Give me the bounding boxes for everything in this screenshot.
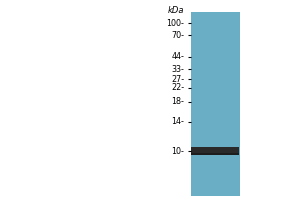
- Text: kDa: kDa: [168, 6, 184, 15]
- Text: 33-: 33-: [172, 64, 184, 73]
- Bar: [191, 147, 239, 155]
- Text: 14-: 14-: [172, 117, 184, 127]
- Text: 70-: 70-: [172, 30, 184, 40]
- Text: 18-: 18-: [172, 98, 184, 106]
- Bar: [191, 153, 239, 155]
- Bar: [190, 12, 240, 196]
- Text: 22-: 22-: [171, 83, 184, 92]
- Text: 100-: 100-: [167, 19, 184, 27]
- Text: 44-: 44-: [172, 52, 184, 61]
- Text: 27-: 27-: [171, 74, 184, 84]
- Text: 10-: 10-: [172, 146, 184, 156]
